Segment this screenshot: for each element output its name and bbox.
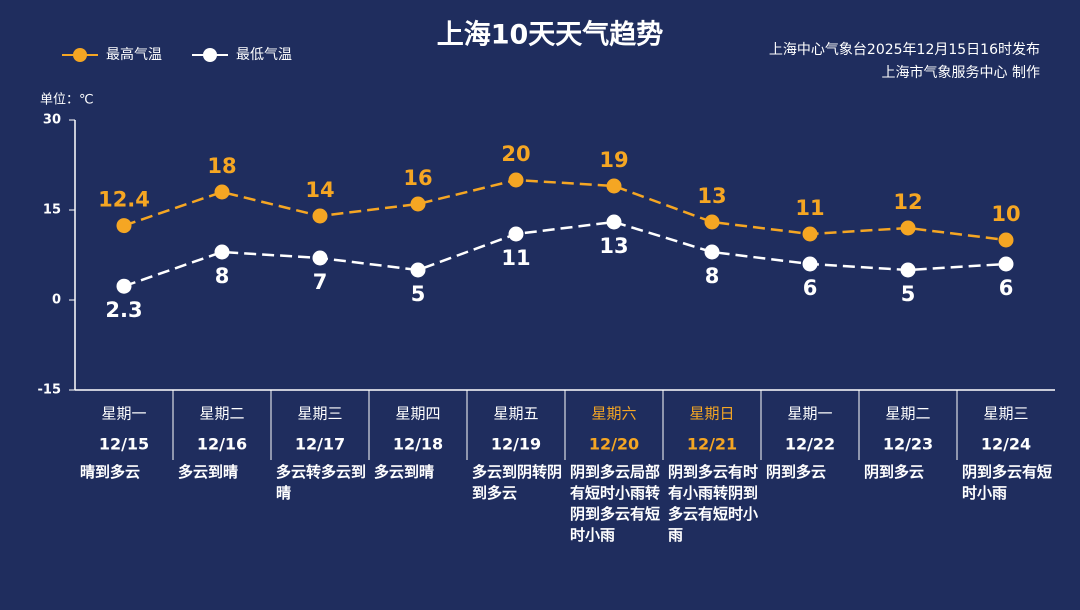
value-label: 7 [313, 270, 328, 294]
series-line [123, 178, 1007, 242]
value-label: 8 [215, 264, 230, 288]
value-label: 20 [501, 142, 530, 166]
point [704, 244, 720, 260]
point [508, 226, 524, 242]
value-label: 2.3 [105, 298, 142, 322]
date: 12/20 [589, 435, 639, 454]
date: 12/23 [883, 435, 933, 454]
weekday: 星期一 [787, 405, 832, 423]
point [312, 208, 328, 224]
source: 上海中心气象台2025年12月15日16时发布 [769, 42, 1040, 58]
weekday: 星期三 [983, 405, 1028, 423]
weather-text: 阴到多云有短时小雨 [962, 463, 1053, 502]
date: 12/24 [981, 435, 1031, 454]
weekday: 星期一 [101, 405, 146, 423]
weekday: 星期六 [591, 405, 636, 423]
date: 12/21 [687, 435, 737, 454]
unit-label: 单位：℃ [40, 93, 94, 108]
value-label: 16 [403, 166, 432, 190]
source: 上海市气象服务中心 制作 [882, 64, 1040, 81]
date: 12/19 [491, 435, 541, 454]
value-label: 6 [999, 276, 1014, 300]
point [116, 278, 132, 294]
date: 12/15 [99, 435, 149, 454]
date: 12/16 [197, 435, 247, 454]
value-label: 13 [599, 234, 628, 258]
point [900, 220, 916, 236]
value-label: 18 [207, 154, 236, 178]
chart-title: 上海10天天气趋势 [437, 20, 664, 51]
value-label: 13 [697, 184, 726, 208]
y-tick-label: 0 [52, 293, 61, 308]
weather-text: 晴到多云 [80, 463, 141, 481]
y-tick-label: 15 [43, 203, 61, 218]
point [802, 256, 818, 272]
point [606, 178, 622, 194]
value-label: 11 [795, 196, 824, 220]
point [802, 226, 818, 242]
value-label: 11 [501, 246, 530, 270]
value-label: 5 [901, 282, 916, 306]
weather-text: 多云转多云到晴 [276, 463, 367, 502]
legend-label: 最高气温 [106, 46, 162, 63]
weekday: 星期四 [395, 405, 440, 423]
point [998, 232, 1014, 248]
weather-text: 阴到多云 [766, 463, 827, 481]
weather-text: 多云到阴转阴到多云 [472, 463, 563, 502]
weather-text: 多云到晴 [374, 463, 435, 481]
weather-text: 阴到多云局部有短时小雨转阴到多云有短时小雨 [570, 463, 661, 544]
weekday: 星期五 [493, 405, 538, 423]
point [410, 262, 426, 278]
point [900, 262, 916, 278]
point [214, 184, 230, 200]
y-tick-label: -15 [38, 383, 62, 398]
weather-text: 阴到多云有时有小雨转阴到多云有短时小雨 [668, 463, 759, 544]
series-line [123, 220, 1007, 288]
value-label: 12 [893, 190, 922, 214]
value-label: 6 [803, 276, 818, 300]
weekday: 星期日 [689, 405, 734, 423]
legend-marker [73, 48, 87, 62]
date: 12/17 [295, 435, 345, 454]
legend-label: 最低气温 [236, 47, 292, 63]
value-label: 12.4 [98, 188, 150, 212]
value-label: 14 [305, 178, 334, 202]
value-label: 19 [599, 148, 628, 172]
weekday: 星期二 [199, 405, 244, 423]
date: 12/18 [393, 435, 443, 454]
point [410, 196, 426, 212]
weather-text: 阴到多云 [864, 463, 925, 481]
weekday: 星期三 [297, 405, 342, 423]
weather-text: 多云到晴 [178, 463, 239, 481]
point [704, 214, 720, 230]
point [312, 250, 328, 266]
point [998, 256, 1014, 272]
date: 12/22 [785, 435, 835, 454]
point [214, 244, 230, 260]
point [508, 172, 524, 188]
value-label: 5 [411, 282, 426, 306]
value-label: 10 [991, 202, 1020, 226]
legend-marker [203, 48, 217, 62]
point [116, 218, 132, 234]
weekday: 星期二 [885, 405, 930, 423]
point [606, 214, 622, 230]
y-tick-label: 30 [43, 113, 61, 128]
value-label: 8 [705, 264, 720, 288]
